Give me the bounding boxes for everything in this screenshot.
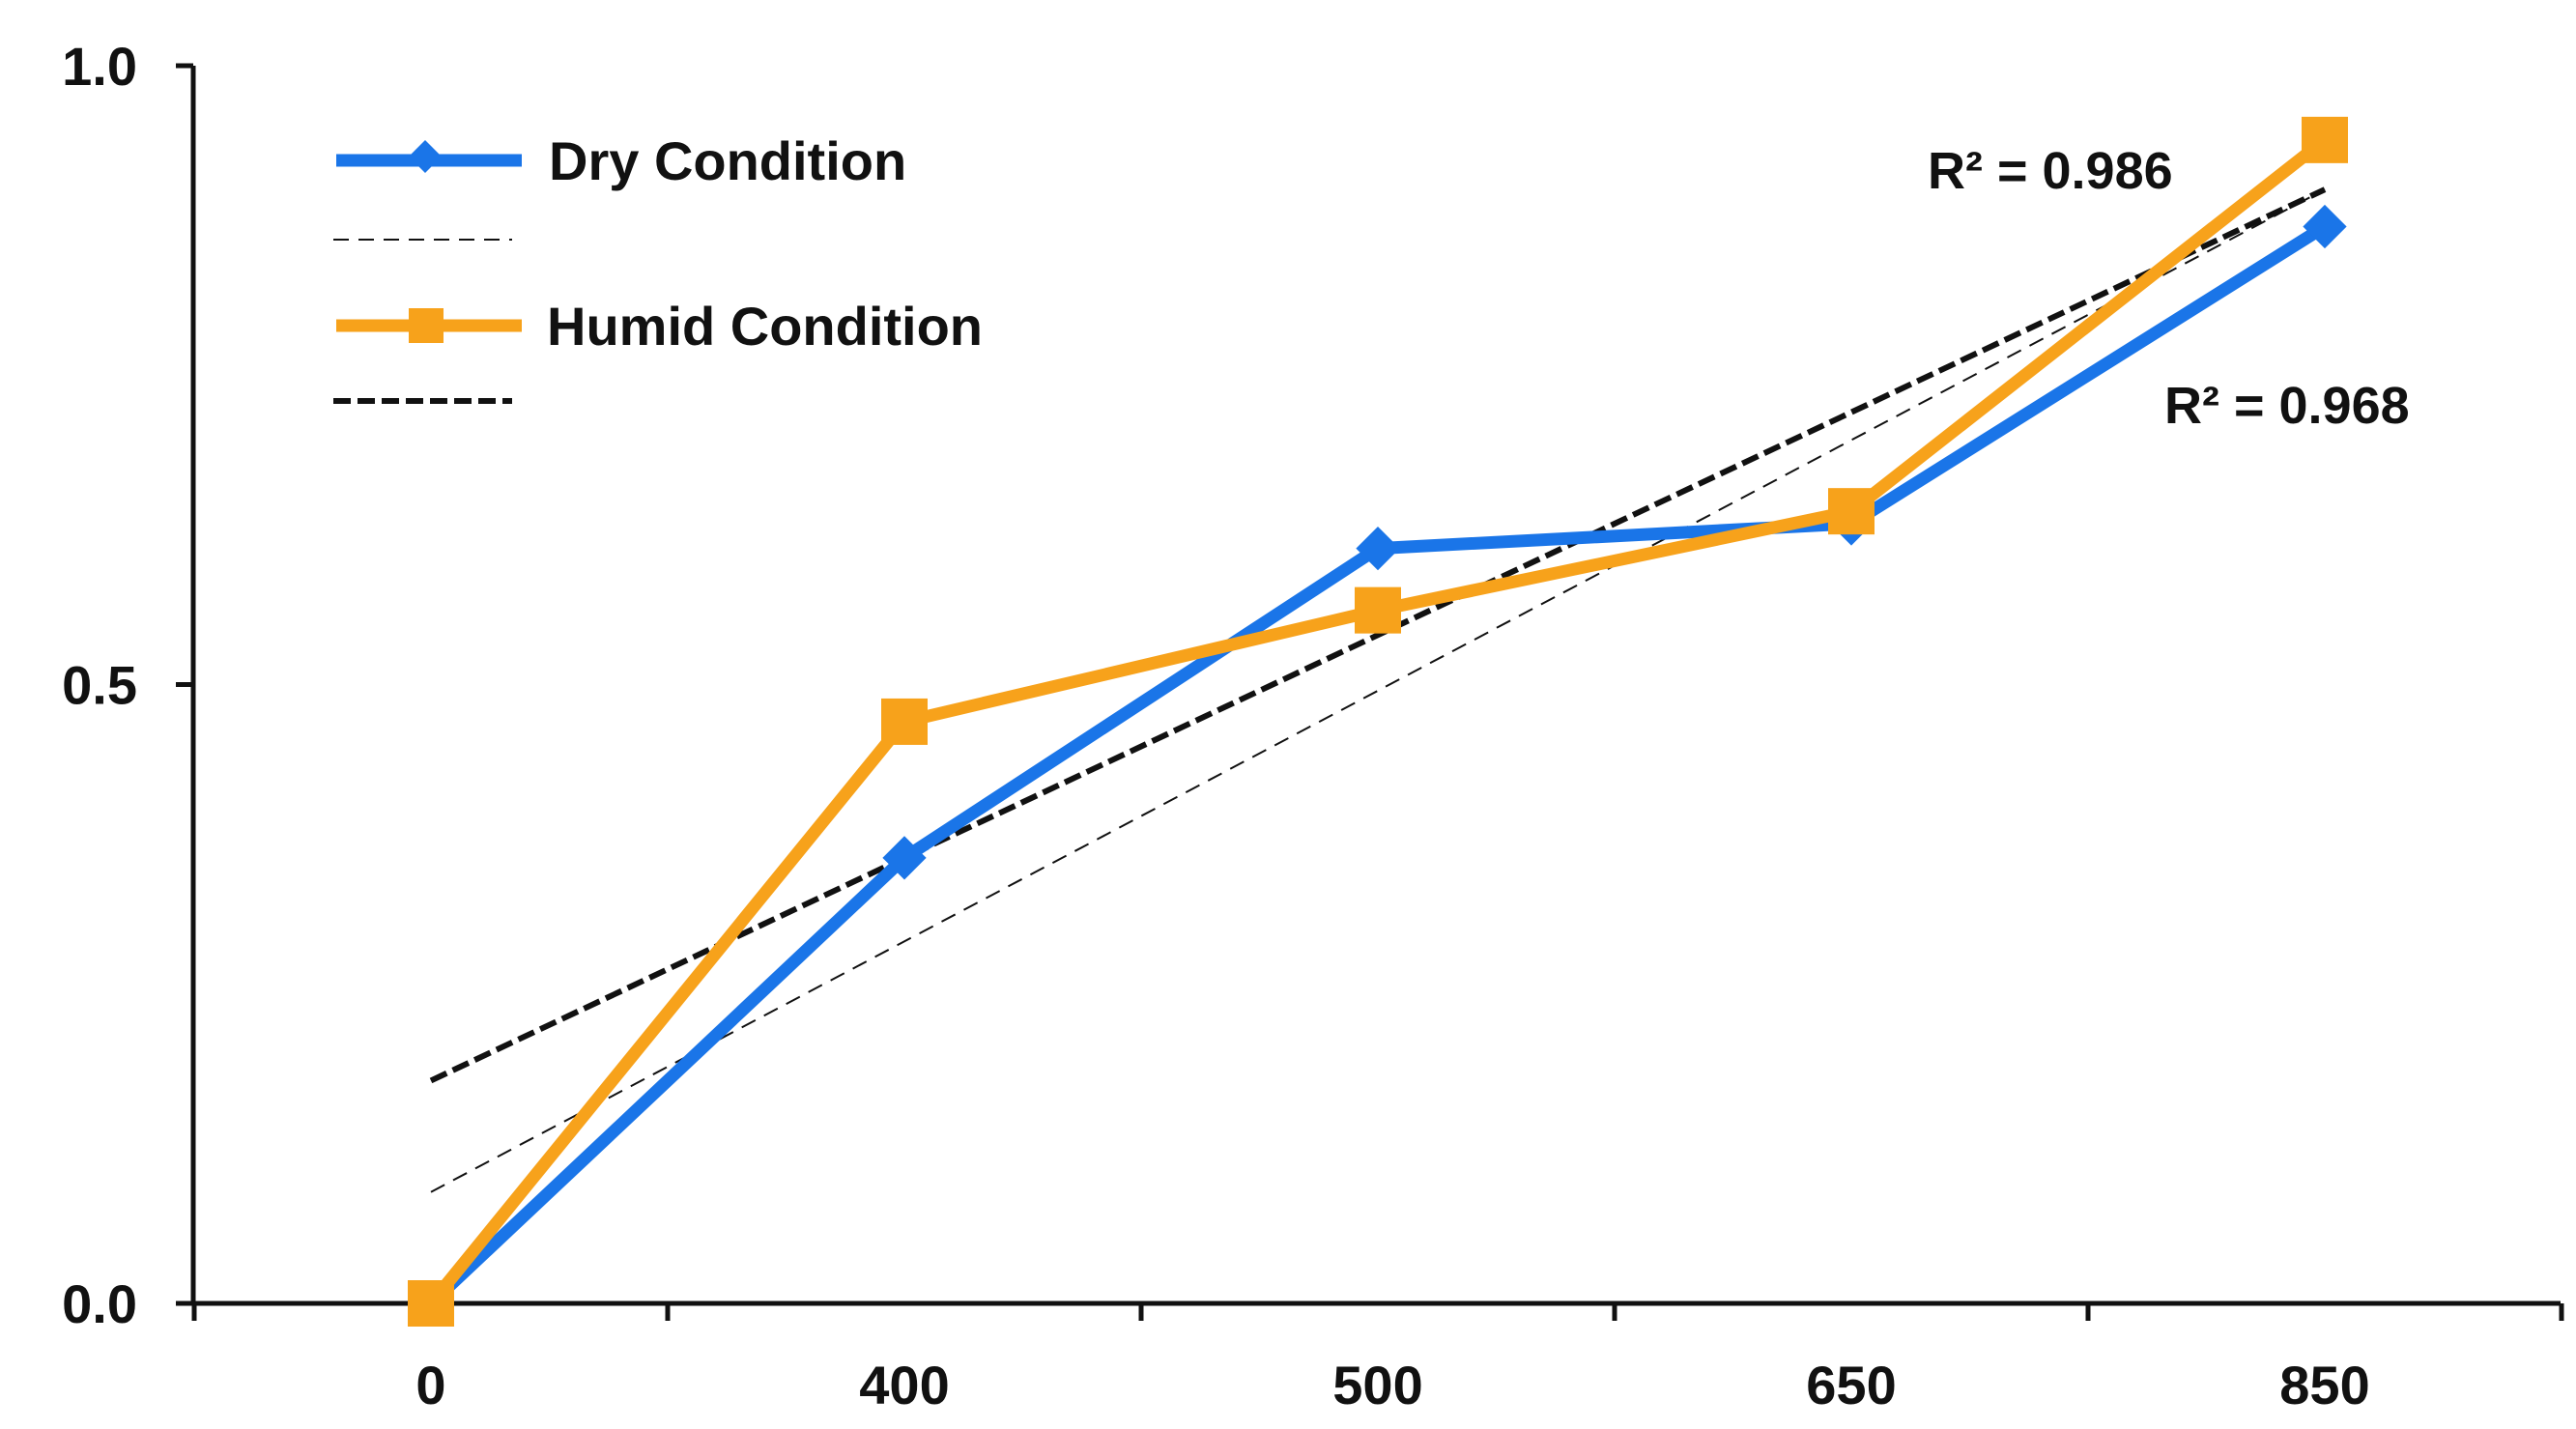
trendline-humid (429, 186, 2327, 1084)
r2-dry-label: R² = 0.986 (1928, 142, 2173, 200)
marker-dry-4 (2303, 204, 2347, 249)
legend-humid-marker (409, 308, 444, 343)
r2-humid-label: R² = 0.968 (2164, 377, 2410, 435)
legend-dry-label: Dry Condition (549, 130, 906, 191)
x-ticks: 0 400 500 650 850 (191, 1303, 2564, 1415)
marker-humid-4 (2302, 116, 2348, 163)
marker-dry-1 (882, 836, 927, 880)
legend: Dry Condition Humid Condition (333, 130, 983, 404)
marker-humid-1 (881, 698, 928, 745)
y-ticks: 0.0 0.5 1.0 (62, 36, 193, 1334)
marker-dry-2 (1356, 526, 1400, 571)
y-tick-label-0: 0.0 (62, 1273, 137, 1334)
y-tick-label-2: 1.0 (62, 36, 137, 97)
y-tick-label-1: 0.5 (62, 655, 137, 716)
x-tick-label-4: 850 (2279, 1355, 2369, 1415)
x-tick-label-0: 0 (415, 1355, 445, 1415)
marker-humid-2 (1355, 586, 1401, 634)
legend-item-dry: Dry Condition (336, 130, 906, 191)
series-group (408, 116, 2348, 1327)
x-tick-label-2: 500 (1332, 1355, 1422, 1415)
series-line-dry (426, 221, 2329, 1308)
legend-humid-label: Humid Condition (547, 296, 983, 357)
legend-item-humid: Humid Condition (336, 296, 983, 357)
marker-humid-0 (408, 1280, 454, 1327)
legend-dry-marker (409, 140, 442, 173)
x-tick-label-3: 650 (1806, 1355, 1896, 1415)
marker-humid-3 (1828, 488, 1875, 535)
trendlines (429, 186, 2327, 1193)
x-tick-label-1: 400 (859, 1355, 949, 1415)
trendline-dry (430, 188, 2326, 1193)
